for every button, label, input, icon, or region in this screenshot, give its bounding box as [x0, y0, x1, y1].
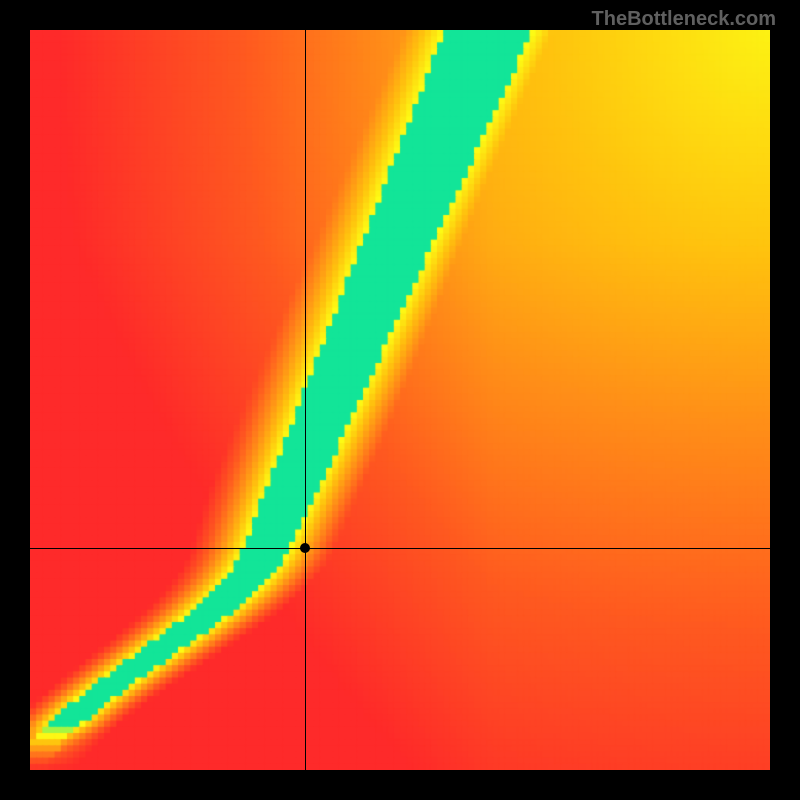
crosshair-vertical — [305, 30, 306, 770]
heatmap-canvas — [30, 30, 770, 770]
crosshair-horizontal — [30, 548, 770, 549]
chart-container: TheBottleneck.com — [0, 0, 800, 800]
watermark-text: TheBottleneck.com — [592, 8, 776, 31]
